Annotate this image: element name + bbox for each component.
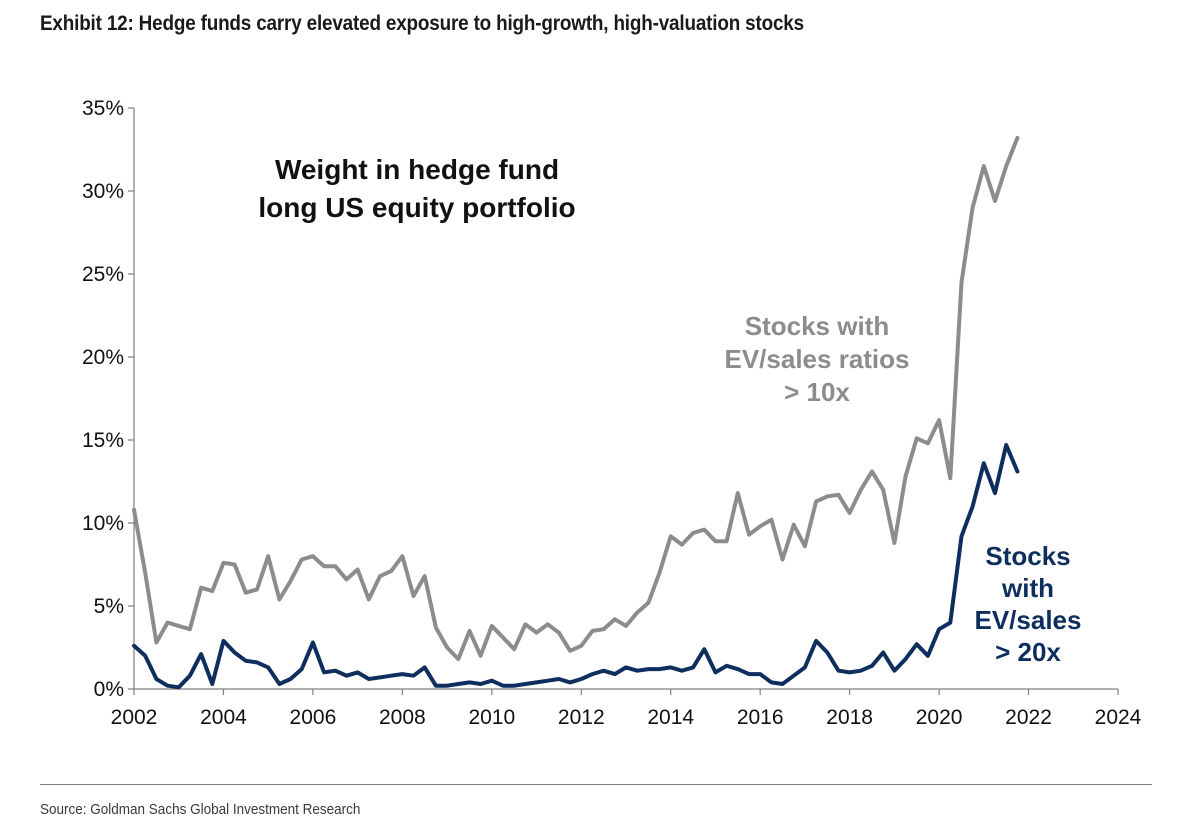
x-tick-label: 2022 (1005, 706, 1052, 729)
chart-axes: 0% 5% 10% 15% 20% 25% 30% 35% 2002 2004 2006 2008 20… (82, 97, 1142, 729)
y-tick-label: 0% (94, 678, 124, 701)
x-tick-label: 2016 (737, 706, 784, 729)
chart-series (132, 135, 1020, 690)
x-tick-label: 2014 (647, 706, 694, 729)
y-tick-label: 15% (82, 429, 124, 452)
chart-inner-title: Weight in hedge fund (275, 154, 559, 185)
y-tick-label: 35% (82, 97, 124, 120)
series-label-ev-sales-10x: Stocks with (745, 311, 889, 341)
y-tick-label: 10% (82, 512, 124, 535)
chart-annotations: Weight in hedge fund long US equity portf… (258, 154, 1081, 667)
y-tick-label: 30% (82, 180, 124, 203)
series-line-1 (132, 443, 1020, 690)
x-tick-label: 2010 (468, 706, 515, 729)
series-label-ev-sales-10x: > 10x (784, 377, 850, 407)
x-tick-label: 2020 (916, 706, 963, 729)
x-tick-label: 2012 (558, 706, 605, 729)
footer-divider (40, 784, 1152, 785)
exhibit-title: Exhibit 12: Hedge funds carry elevated e… (40, 12, 804, 35)
series-line-0 (132, 135, 1020, 662)
series-label-ev-sales-20x: Stocks (985, 541, 1070, 571)
series-label-ev-sales-20x: > 20x (995, 637, 1061, 667)
source-note: Source: Goldman Sachs Global Investment … (40, 801, 361, 818)
x-tick-label: 2002 (111, 706, 158, 729)
x-tick-label: 2004 (200, 706, 247, 729)
y-tick-label: 20% (82, 346, 124, 369)
x-tick-label: 2006 (290, 706, 337, 729)
chart-inner-title: long US equity portfolio (258, 192, 575, 223)
y-tick-label: 25% (82, 263, 124, 286)
series-label-ev-sales-20x: EV/sales (975, 605, 1082, 635)
series-label-ev-sales-20x: with (1001, 573, 1054, 603)
y-tick-label: 5% (94, 595, 124, 618)
series-label-ev-sales-10x: EV/sales ratios (725, 344, 910, 374)
x-tick-label: 2018 (826, 706, 873, 729)
x-tick-label: 2024 (1095, 706, 1142, 729)
x-tick-label: 2008 (379, 706, 426, 729)
